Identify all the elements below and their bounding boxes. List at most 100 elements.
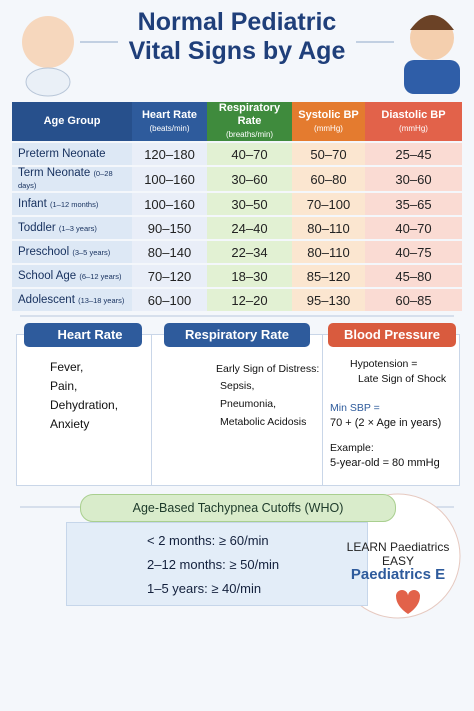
table-row: Adolescent (13–18 years) 60–100 12–20 95–13… xyxy=(12,289,462,311)
header-label: Age Group xyxy=(43,115,101,127)
value-cell: 40–70 xyxy=(207,143,292,165)
panel-title: Respiratory Rate xyxy=(164,323,310,347)
age-range: (1–12 months) xyxy=(49,200,99,209)
panel xyxy=(322,334,460,486)
rr-cause: Pneumonia, xyxy=(220,398,277,410)
logo-line: EASY xyxy=(381,554,414,568)
header-label: Respiratory Rate xyxy=(218,102,281,127)
logo-line: Paediatrics E xyxy=(350,568,446,582)
header-row: Age Group Heart Rate (beats/min) Respirator… xyxy=(12,102,462,141)
age-group: Toddler xyxy=(18,222,56,234)
value-cell: 95–130 xyxy=(292,289,365,311)
title: Normal Pediatric Vital Signs by Age xyxy=(0,8,474,66)
rr-list: Sepsis, Pneumonia, Metabolic Acidosis xyxy=(220,377,306,431)
value-cell: 24–40 xyxy=(207,217,292,239)
age-group: Term Neonate xyxy=(18,167,91,179)
column-header: Heart Rate (beats/min) xyxy=(132,102,207,141)
rr-cause: Metabolic Acidosis xyxy=(220,416,307,428)
panel-title: Blood Pressure xyxy=(328,323,456,347)
age-cell: Toddler (1–3 years) xyxy=(12,217,132,239)
header-unit: (breaths/min) xyxy=(225,130,274,139)
value-cell: 18–30 xyxy=(207,265,292,287)
value-cell: 60–100 xyxy=(132,289,207,311)
bp-line: 5-year-old = 80 mmHg xyxy=(330,457,440,469)
value-cell: 35–65 xyxy=(365,193,462,215)
age-cell: Preschool (3–5 years) xyxy=(12,241,132,263)
table-row: Preschool (3–5 years) 80–140 22–34 80–110 40… xyxy=(12,241,462,263)
age-cell: Term Neonate (0–28 days) xyxy=(12,167,132,191)
vitals-table: Age Group Heart Rate (beats/min) Respirator… xyxy=(12,100,462,313)
value-cell: 12–20 xyxy=(207,289,292,311)
age-cell: Preterm Neonate xyxy=(12,143,132,165)
header-label: Systolic BP xyxy=(298,108,359,121)
value-cell: 60–85 xyxy=(365,289,462,311)
header-unit: (mmHg) xyxy=(314,123,343,133)
value-cell: 80–110 xyxy=(292,241,365,263)
panel xyxy=(16,334,152,486)
age-group: Preterm Neonate xyxy=(18,148,106,160)
table-body: Preterm Neonate 120–180 40–70 50–70 25–45 Ter… xyxy=(12,143,462,311)
bp-line: Min SBP = xyxy=(330,402,380,414)
value-cell: 30–60 xyxy=(207,167,292,191)
age-range: (0–28 days) xyxy=(18,169,113,190)
tachypnea-box: < 2 months: ≥ 60/min 2–12 months: ≥ 50/mi… xyxy=(66,522,368,606)
age-cell: Adolescent (13–18 years) xyxy=(12,289,132,311)
heart-rate-cause: Dehydration, xyxy=(50,398,119,412)
value-cell: 90–150 xyxy=(132,217,207,239)
age-group: School Age xyxy=(18,270,77,282)
tachypnea-item: 2–12 months: ≥ 50/min xyxy=(147,557,280,572)
doctor-hair xyxy=(410,15,454,30)
tachypnea-list: < 2 months: ≥ 60/min 2–12 months: ≥ 50/mi… xyxy=(67,523,367,601)
heart-rate-cause: Fever, xyxy=(50,360,84,374)
age-cell: Infant (1–12 months) xyxy=(12,193,132,215)
value-cell: 85–120 xyxy=(292,265,365,287)
bp-line: Late Sign of Shock xyxy=(358,373,447,385)
age-range: (3–5 years) xyxy=(72,248,111,257)
bp-notes: Hypotension = Late Sign of Shock Min SBP =… xyxy=(330,357,456,471)
rr-intro: Early Sign of Distress: xyxy=(216,363,320,375)
header-label: Heart Rate xyxy=(141,108,198,121)
panel-title: Heart Rate xyxy=(24,323,142,347)
table-row: Preterm Neonate 120–180 40–70 50–70 25–45 xyxy=(12,143,462,165)
column-header: Systolic BP (mmHg) xyxy=(292,102,365,141)
heart-rate-cause: Anxiety xyxy=(50,417,90,431)
column-header: Age Group xyxy=(12,102,132,141)
logo-text: LEARN Paediatrics EASY Paediatrics E xyxy=(336,540,460,582)
tachypnea-item: 1–5 years: ≥ 40/min xyxy=(147,581,262,596)
age-cell: School Age (6–12 years) xyxy=(12,265,132,287)
baby-body xyxy=(25,67,71,97)
value-cell: 50–70 xyxy=(292,143,365,165)
value-cell: 80–140 xyxy=(132,241,207,263)
value-cell: 30–60 xyxy=(365,167,462,191)
value-cell: 30–50 xyxy=(207,193,292,215)
rr-cause: Sepsis, xyxy=(220,380,255,392)
bp-line: Hypotension = xyxy=(350,358,418,370)
header-unit: (beats/min) xyxy=(149,123,190,133)
title-line: Vital Signs by Age xyxy=(128,37,346,65)
value-cell: 40–75 xyxy=(365,241,462,263)
value-cell: 70–100 xyxy=(292,193,365,215)
value-cell: 100–160 xyxy=(132,193,207,215)
tachypnea-title: Age-Based Tachypnea Cutoffs (WHO) xyxy=(80,494,396,522)
age-range: (1–3 years) xyxy=(58,224,97,233)
header-unit: (mmHg) xyxy=(399,123,428,133)
table-row: Infant (1–12 months) 100–160 30–50 70–100 35… xyxy=(12,193,462,215)
title-line: Normal Pediatric xyxy=(137,8,337,36)
age-range: (6–12 years) xyxy=(79,272,122,281)
value-cell: 120–180 xyxy=(132,143,207,165)
value-cell: 45–80 xyxy=(365,265,462,287)
table-row: School Age (6–12 years) 70–120 18–30 85–120… xyxy=(12,265,462,287)
heart-rate-cause: Pain, xyxy=(50,379,78,393)
heart-rate-list: Fever, Pain, Dehydration, Anxiety xyxy=(50,358,118,434)
age-group: Infant xyxy=(18,198,47,210)
value-cell: 100–160 xyxy=(132,167,207,191)
logo-heart xyxy=(396,590,420,614)
baby-icon xyxy=(22,16,74,68)
value-cell: 70–120 xyxy=(132,265,207,287)
value-cell: 40–70 xyxy=(365,217,462,239)
age-group: Adolescent xyxy=(18,294,75,306)
age-range: (13–18 years) xyxy=(78,296,125,305)
value-cell: 22–34 xyxy=(207,241,292,263)
table-row: Toddler (1–3 years) 90–150 24–40 80–110 40–7… xyxy=(12,217,462,239)
